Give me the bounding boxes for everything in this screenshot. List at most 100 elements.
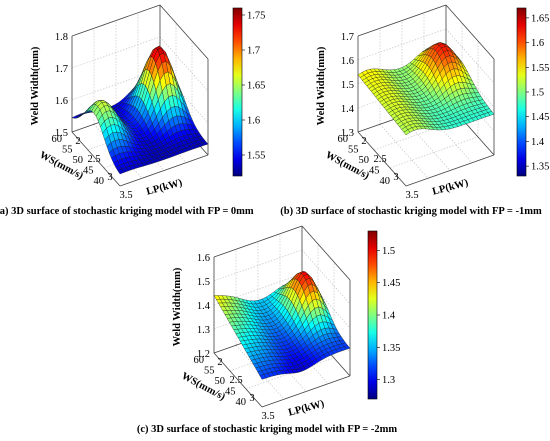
axis-edge <box>445 4 495 60</box>
axis-edge <box>405 154 495 187</box>
z-axis-label: Weld Width(mm) <box>30 46 41 125</box>
y-tick-label: 55 <box>348 145 359 156</box>
axis-edge <box>119 154 209 187</box>
surface-patch <box>259 374 267 380</box>
x-tick-label: 2 <box>75 136 80 147</box>
gridline <box>71 68 161 101</box>
colorbar <box>367 230 378 400</box>
x-tick-label: 3 <box>393 172 398 183</box>
y-tick-label: 45 <box>83 166 94 177</box>
colorbar-tick-label: 1.5 <box>382 246 395 257</box>
y-tick-label: 55 <box>62 145 73 156</box>
colorbar-tick-label: 1.7 <box>247 46 260 57</box>
y-tick-label: 50 <box>73 155 84 166</box>
colorbar-tick-label: 1.4 <box>382 311 396 322</box>
z-tick-label: 1.3 <box>197 325 210 336</box>
axis-edge <box>71 4 161 37</box>
colorbar-tick-label: 1.65 <box>247 81 265 92</box>
y-tick-label: 50 <box>359 155 370 166</box>
gridline <box>301 249 351 305</box>
y-tick-label: 50 <box>215 376 226 387</box>
x-tick-label: 3.5 <box>405 190 418 201</box>
axis-edge <box>301 225 351 281</box>
axis-edge <box>71 131 121 187</box>
axis-edge <box>261 375 351 408</box>
surface-patch <box>117 168 125 175</box>
x-tick-label: 3.5 <box>119 190 132 201</box>
caption: (b) 3D surface of stochastic kriging mod… <box>280 206 542 217</box>
y-tick-label: 60 <box>194 355 205 366</box>
x-tick-label: 2 <box>361 136 366 147</box>
panel-b: (b) 3D surface of stochastic kriging mod… <box>280 4 549 217</box>
x-tick-label: 2 <box>217 357 222 368</box>
y-tick-label: 45 <box>369 166 380 177</box>
colorbar-tick-label: 1.45 <box>531 112 549 123</box>
y-tick-label: 60 <box>52 134 63 145</box>
gridline <box>87 118 177 151</box>
colorbar-tick-label: 1.3 <box>382 375 395 386</box>
surface <box>71 45 209 175</box>
gridline <box>245 357 335 390</box>
colorbar-tick-label: 1.65 <box>531 13 549 24</box>
surface <box>357 42 495 136</box>
z-tick-label: 1.6 <box>197 253 210 264</box>
axis-edge <box>159 4 209 60</box>
panel-c: (c) 3D surface of stochastic kriging mod… <box>137 225 400 435</box>
axis-edge <box>213 352 263 408</box>
colorbar-tick-label: 1.6 <box>531 38 544 49</box>
gridline <box>357 76 447 109</box>
x-tick-label: 3 <box>107 172 112 183</box>
gridline <box>71 36 161 69</box>
y-tick-label: 40 <box>236 397 247 408</box>
gridline <box>229 339 319 372</box>
colorbar-tick-label: 1.35 <box>382 343 400 354</box>
x-axis-label: LP(kW) <box>431 177 470 197</box>
x-tick-label: 2.5 <box>87 154 100 165</box>
panel-a: (a) 3D surface of stochastic kriging mod… <box>0 4 265 217</box>
colorbar <box>516 7 527 177</box>
z-tick-label: 1.6 <box>55 96 68 107</box>
colorbar <box>232 7 243 177</box>
y-tick-label: 60 <box>338 134 349 145</box>
colorbar-tick-label: 1.6 <box>247 116 260 127</box>
surface <box>213 271 351 380</box>
gridline <box>159 36 209 92</box>
colorbar-tick-label: 1.55 <box>531 63 549 74</box>
z-tick-label: 1.5 <box>55 128 68 139</box>
y-tick-label: 55 <box>204 366 215 377</box>
x-tick-label: 3.5 <box>261 411 274 422</box>
surface-patch <box>403 129 411 136</box>
axis-edge <box>357 131 407 187</box>
z-axis-label: Weld Width(mm) <box>172 267 183 346</box>
x-tick-label: 2.5 <box>373 154 386 165</box>
axis-edge <box>213 225 303 258</box>
x-axis-label: LP(kW) <box>287 398 326 418</box>
z-tick-label: 1.4 <box>341 104 355 115</box>
colorbar-tick-label: 1.55 <box>247 151 265 162</box>
x-tick-label: 2.5 <box>229 375 242 386</box>
z-tick-label: 1.2 <box>197 349 210 360</box>
axis-edge <box>357 4 447 37</box>
gridline <box>357 28 447 61</box>
gridline <box>373 118 463 151</box>
z-tick-label: 1.4 <box>197 301 211 312</box>
z-tick-label: 1.7 <box>55 64 68 75</box>
z-tick-label: 1.6 <box>341 56 354 67</box>
colorbar-tick-label: 1.4 <box>531 137 545 148</box>
x-tick-label: 3 <box>249 393 254 404</box>
gridline <box>379 124 429 179</box>
y-tick-label: 40 <box>94 176 105 187</box>
colorbar-tick-label: 1.75 <box>247 11 265 22</box>
z-tick-label: 1.5 <box>341 80 354 91</box>
z-axis-label: Weld Width(mm) <box>316 46 327 125</box>
y-tick-label: 40 <box>380 176 391 187</box>
gridline <box>389 136 479 169</box>
gridline <box>445 28 495 84</box>
gridline <box>213 249 303 282</box>
colorbar-tick-label: 1.5 <box>531 88 544 99</box>
z-tick-label: 1.3 <box>341 128 354 139</box>
z-tick-label: 1.7 <box>341 32 354 43</box>
colorbar-tick-label: 1.45 <box>382 278 400 289</box>
x-axis-label: LP(kW) <box>145 177 184 197</box>
